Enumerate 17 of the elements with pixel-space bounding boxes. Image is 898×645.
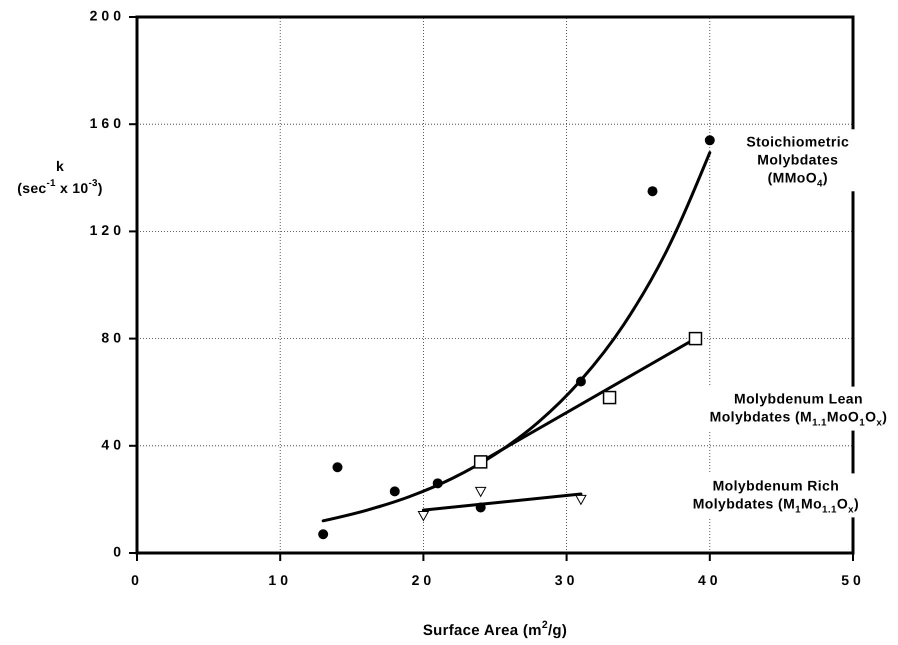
text: Stoichiometric Molybdates (MMoO$_{4}$) <box>746 132 850 190</box>
y-tick-label: 0 <box>113 544 125 560</box>
x-axis-title: Surface Area (m$^{2}$/g) <box>422 618 568 639</box>
x-tick-label: 10 <box>268 572 292 588</box>
x-tick-label: 50 <box>841 572 865 588</box>
x-tick-label: 20 <box>412 572 436 588</box>
text: Molybdenum Lean Molybdates (M$_{1.1}$MoO$_{1}$O$_{x}$) <box>710 390 888 429</box>
y-tick-label: 120 <box>90 222 125 238</box>
y-tick-label: 80 <box>101 329 125 346</box>
y-axis-title: k (sec$^{-1}$ x 10$^{-3}$) <box>17 158 103 196</box>
y-tick-label: 40 <box>101 436 125 453</box>
text: Molybdenum Rich Molybdates (M$_{1}$Mo$_{1.1}$O$_{x}$) <box>692 477 860 516</box>
y-tick-label: 160 <box>90 114 125 131</box>
x-tick-label: 40 <box>698 572 722 588</box>
x-tick-label: 0 <box>131 572 143 588</box>
x-tick-label: 30 <box>554 572 578 588</box>
y-tick-label: 200 <box>90 8 125 24</box>
